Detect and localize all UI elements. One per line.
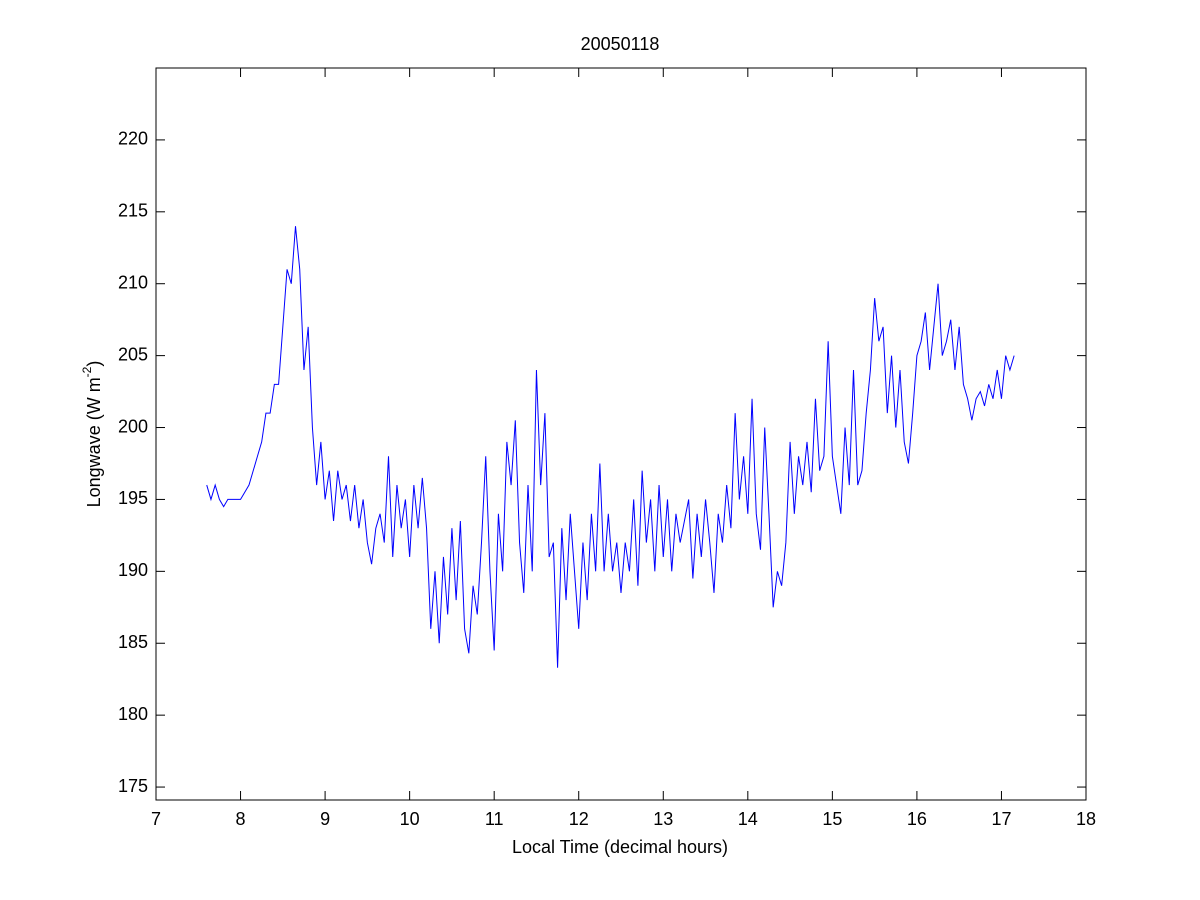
y-tick-label: 205 [118,344,148,364]
plot-area: 7 8 9 10 11 12 13 14 15 16 17 18 175 180 185 190 195 200 2… [118,68,1096,829]
chart-title: 20050118 [581,34,660,54]
x-tick-label: 13 [653,809,673,829]
y-tick-label: 220 [118,129,148,149]
x-tick-label: 11 [485,809,504,829]
x-tick-label: 7 [151,809,161,829]
x-axis-label: Local Time (decimal hours) [512,837,728,857]
y-label-main: Longwave (W m [84,377,104,507]
x-tick-label: 9 [320,809,330,829]
x-tick-label: 10 [400,809,420,829]
y-tick-label: 180 [118,704,148,724]
y-label-tail: ) [84,361,104,367]
axes-box [155,67,1087,801]
data-line [206,226,1015,668]
x-tick-label: 12 [569,809,589,829]
x-tick-label: 15 [822,809,842,829]
y-axis-label: Longwave (W m-2) [80,361,104,508]
x-tick-label: 18 [1076,809,1096,829]
y-tick-label: 185 [118,632,148,652]
x-tick-label: 17 [991,809,1011,829]
x-tick-label: 8 [236,809,246,829]
x-tick-label: 16 [907,809,927,829]
y-tick-label: 190 [118,560,148,580]
x-tick-label: 14 [738,809,758,829]
y-tick-label: 215 [118,201,148,221]
y-tick-label: 195 [118,488,148,508]
y-tick-label: 210 [118,272,148,292]
y-label-sup: -2 [80,366,94,377]
y-tick-label: 175 [118,776,148,796]
y-tick-label: 200 [118,416,148,436]
